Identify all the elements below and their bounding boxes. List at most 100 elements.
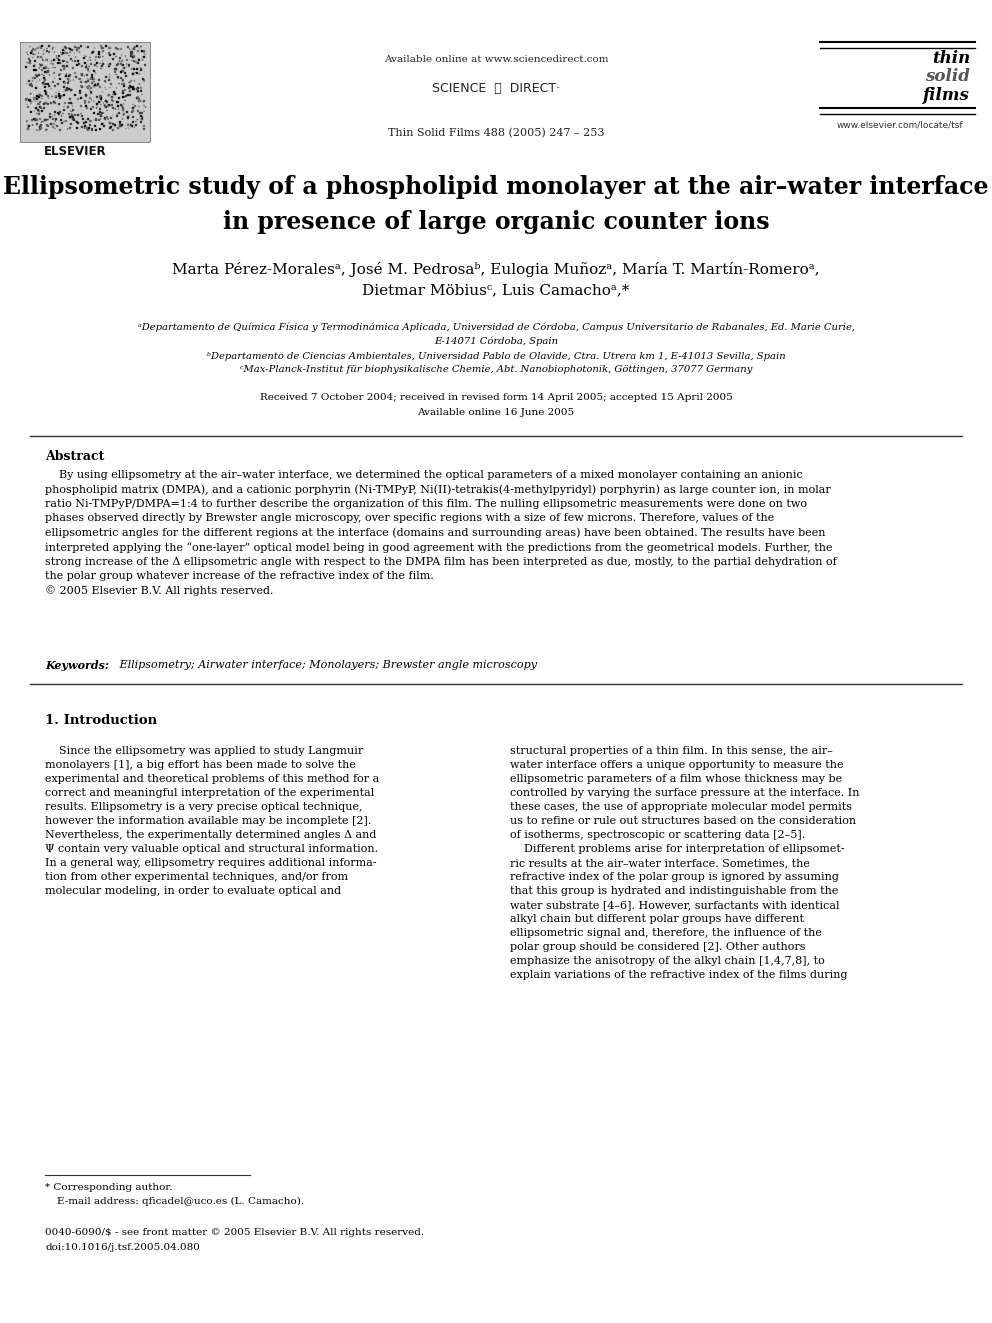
Point	[38, 73, 54, 94]
Point	[122, 41, 138, 62]
Point	[124, 62, 140, 83]
Point	[130, 90, 146, 111]
Point	[26, 87, 42, 108]
Point	[36, 66, 52, 87]
Point	[47, 110, 62, 131]
Point	[104, 94, 120, 115]
Text: thin: thin	[931, 50, 970, 67]
Point	[79, 77, 95, 98]
Point	[56, 54, 71, 75]
Point	[58, 37, 73, 58]
Point	[52, 85, 67, 106]
Point	[62, 48, 78, 69]
Point	[18, 89, 34, 110]
Point	[46, 105, 62, 126]
Point	[68, 37, 84, 58]
Text: www.elsevier.com/locate/tsf: www.elsevier.com/locate/tsf	[836, 120, 963, 130]
Point	[74, 107, 90, 128]
Point	[22, 89, 38, 110]
Point	[70, 37, 86, 58]
Point	[57, 57, 72, 78]
Point	[79, 58, 95, 79]
Point	[133, 60, 149, 81]
Point	[19, 114, 35, 135]
Point	[120, 81, 136, 102]
Point	[22, 36, 38, 57]
Point	[93, 114, 109, 135]
Point	[132, 57, 148, 78]
Point	[22, 52, 38, 73]
Point	[133, 102, 149, 123]
Point	[122, 45, 138, 66]
Point	[130, 48, 146, 69]
Point	[129, 62, 145, 83]
Point	[73, 115, 89, 136]
Point	[39, 37, 55, 58]
Point	[90, 46, 106, 67]
Point	[115, 93, 131, 114]
Point	[30, 99, 46, 120]
Point	[114, 108, 130, 130]
Point	[125, 64, 141, 85]
Point	[97, 66, 113, 87]
Point	[105, 114, 121, 135]
Point	[66, 62, 82, 83]
Point	[89, 44, 105, 65]
Point	[46, 49, 62, 70]
Point	[33, 114, 49, 135]
Point	[125, 94, 141, 115]
Point	[21, 115, 37, 136]
Point	[57, 93, 72, 114]
Point	[28, 119, 44, 140]
Point	[104, 90, 120, 111]
Point	[19, 73, 35, 94]
Point	[79, 118, 95, 139]
Point	[112, 94, 128, 115]
Point	[38, 57, 54, 78]
Text: Thin Solid Films 488 (2005) 247 – 253: Thin Solid Films 488 (2005) 247 – 253	[388, 128, 604, 139]
Point	[98, 78, 114, 99]
Point	[63, 105, 79, 126]
Point	[20, 118, 36, 139]
Point	[81, 114, 97, 135]
Point	[51, 69, 66, 90]
Point	[83, 89, 99, 110]
Point	[56, 83, 71, 105]
Point	[64, 99, 80, 120]
Point	[72, 49, 88, 70]
Point	[130, 40, 146, 61]
Point	[77, 85, 93, 106]
Point	[90, 103, 106, 124]
Point	[121, 56, 137, 77]
Point	[36, 97, 52, 118]
Point	[63, 101, 79, 122]
Point	[35, 42, 51, 64]
Point	[118, 53, 134, 74]
Point	[134, 107, 150, 128]
Point	[135, 67, 151, 89]
Point	[48, 45, 63, 66]
Point	[57, 49, 72, 70]
Point	[37, 81, 53, 102]
Point	[131, 48, 147, 69]
Point	[20, 53, 36, 74]
Point	[104, 112, 120, 134]
Point	[131, 49, 147, 70]
Point	[97, 34, 113, 56]
Point	[93, 86, 109, 107]
Point	[39, 108, 55, 130]
Text: Ellipsometry; Airwater interface; Monolayers; Brewster angle microscopy: Ellipsometry; Airwater interface; Monola…	[116, 660, 537, 669]
Point	[113, 53, 129, 74]
Point	[71, 41, 87, 62]
Point	[54, 105, 69, 126]
Point	[69, 111, 85, 132]
Point	[46, 91, 62, 112]
Point	[73, 64, 89, 85]
Point	[56, 110, 71, 131]
Point	[131, 37, 147, 58]
Point	[38, 93, 54, 114]
Point	[101, 54, 117, 75]
Point	[115, 93, 131, 114]
Point	[99, 57, 115, 78]
Point	[62, 38, 77, 60]
